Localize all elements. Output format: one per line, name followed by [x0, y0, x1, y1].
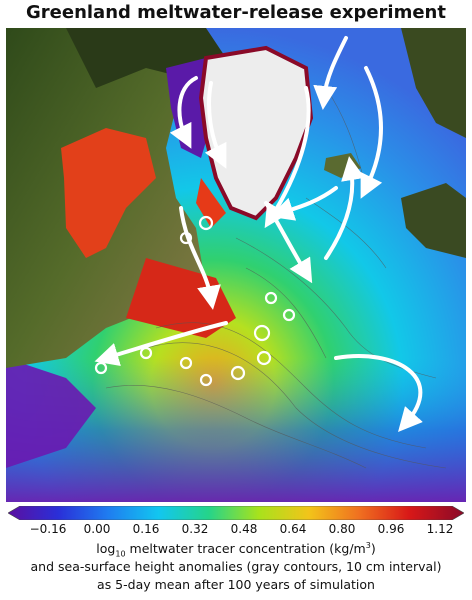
- colorbar: [8, 506, 464, 520]
- colorbar-tick: 0.64: [279, 522, 307, 536]
- arrow-west-to-shelf: [94, 321, 228, 367]
- eddy-markers: [94, 215, 296, 387]
- caption-close: ): [370, 541, 376, 557]
- scandinavia-land: [401, 183, 466, 258]
- arrow-subpolar-gyre: [334, 354, 423, 432]
- caption-quantity: meltwater tracer concentration (kg/m: [125, 541, 366, 557]
- labrador-meltwater-band: [126, 258, 236, 338]
- colorbar-ticks: −0.16 0.00 0.16 0.32 0.48 0.64 0.80 0.96…: [0, 522, 472, 538]
- eddy-marker: [139, 346, 153, 360]
- arrow-iceland-loop: [269, 186, 338, 221]
- meltwater-map: [6, 28, 466, 502]
- circulation-arrows: [94, 36, 423, 432]
- caption-line-1: log10 meltwater tracer concentration (kg…: [0, 541, 472, 559]
- colorbar-body: [8, 506, 464, 520]
- colorbar-tick: −0.16: [29, 522, 67, 536]
- caption-log: log: [96, 541, 116, 557]
- arrow-gyre-northwest: [313, 36, 348, 110]
- eddy-marker: [179, 356, 193, 370]
- greenland-coastal-meltwater: [196, 178, 226, 228]
- eddy-marker: [256, 350, 272, 366]
- arrow-labrador-current: [179, 206, 221, 310]
- eddy-marker: [198, 215, 214, 231]
- figure-title: Greenland meltwater-release experiment: [26, 2, 446, 23]
- colorbar-tick: 0.80: [328, 522, 356, 536]
- arrow-baffin-south: [169, 76, 198, 149]
- colorbar-tick: 0.48: [230, 522, 258, 536]
- arrow-north-atlantic-drift: [324, 156, 365, 260]
- colorbar-tick: 0.16: [132, 522, 160, 536]
- caption-unit-exponent: 3: [365, 541, 371, 550]
- deep-ocean-shading: [6, 358, 466, 502]
- caption-line-3: as 5-day mean after 100 years of simulat…: [97, 577, 375, 592]
- eddy-marker: [282, 308, 296, 322]
- eddy-marker: [230, 365, 246, 381]
- hudson-bay-meltwater: [61, 128, 156, 258]
- colorbar-tick: 0.00: [83, 522, 111, 536]
- eddy-marker: [253, 324, 271, 342]
- colorbar-tick: 1.12: [426, 522, 454, 536]
- arrow-gyre-north: [360, 66, 383, 199]
- eastern-land: [401, 28, 466, 138]
- eddy-marker: [199, 373, 213, 387]
- colorbar-tick: 0.32: [181, 522, 209, 536]
- shelf-region-west: [6, 358, 96, 468]
- colorbar-tick: 0.96: [377, 522, 405, 536]
- caption-line-2: and sea-surface height anomalies (gray c…: [30, 559, 442, 574]
- arrow-greenland-east: [204, 81, 227, 169]
- caption-log-base: 10: [115, 549, 126, 559]
- eddy-marker: [264, 291, 278, 305]
